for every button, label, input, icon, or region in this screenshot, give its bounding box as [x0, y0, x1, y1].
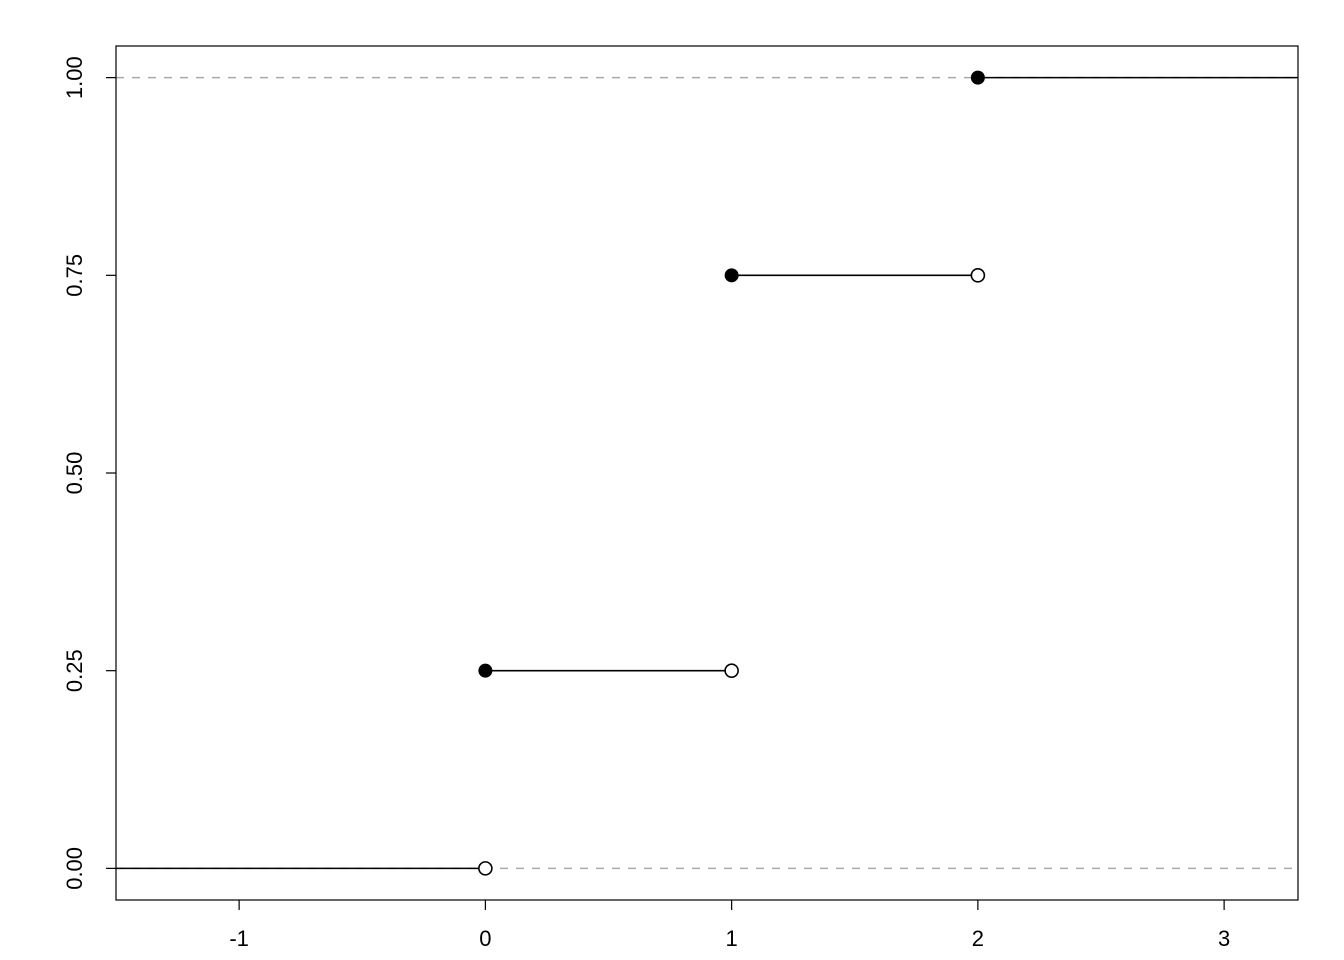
- cdf-step-chart: -1 0 1 2 3 0.00 0.25 0.50 0.75 1.00: [0, 0, 1344, 960]
- open-point: [479, 862, 492, 875]
- x-tick-label: 1: [726, 926, 738, 951]
- plot-border: [116, 46, 1298, 900]
- x-tick-label: 2: [972, 926, 984, 951]
- closed-point: [478, 664, 492, 678]
- x-tick-label: -1: [229, 926, 249, 951]
- y-tick-label: 1.00: [62, 56, 87, 99]
- open-point: [971, 269, 984, 282]
- x-tick-label: 3: [1218, 926, 1230, 951]
- y-tick-label: 0.00: [62, 847, 87, 890]
- y-tick-label: 0.75: [62, 254, 87, 297]
- x-tick-label: 0: [479, 926, 491, 951]
- y-tick-label: 0.50: [62, 452, 87, 495]
- closed-point: [971, 71, 985, 85]
- closed-point: [725, 268, 739, 282]
- open-point: [725, 664, 738, 677]
- y-tick-label: 0.25: [62, 649, 87, 692]
